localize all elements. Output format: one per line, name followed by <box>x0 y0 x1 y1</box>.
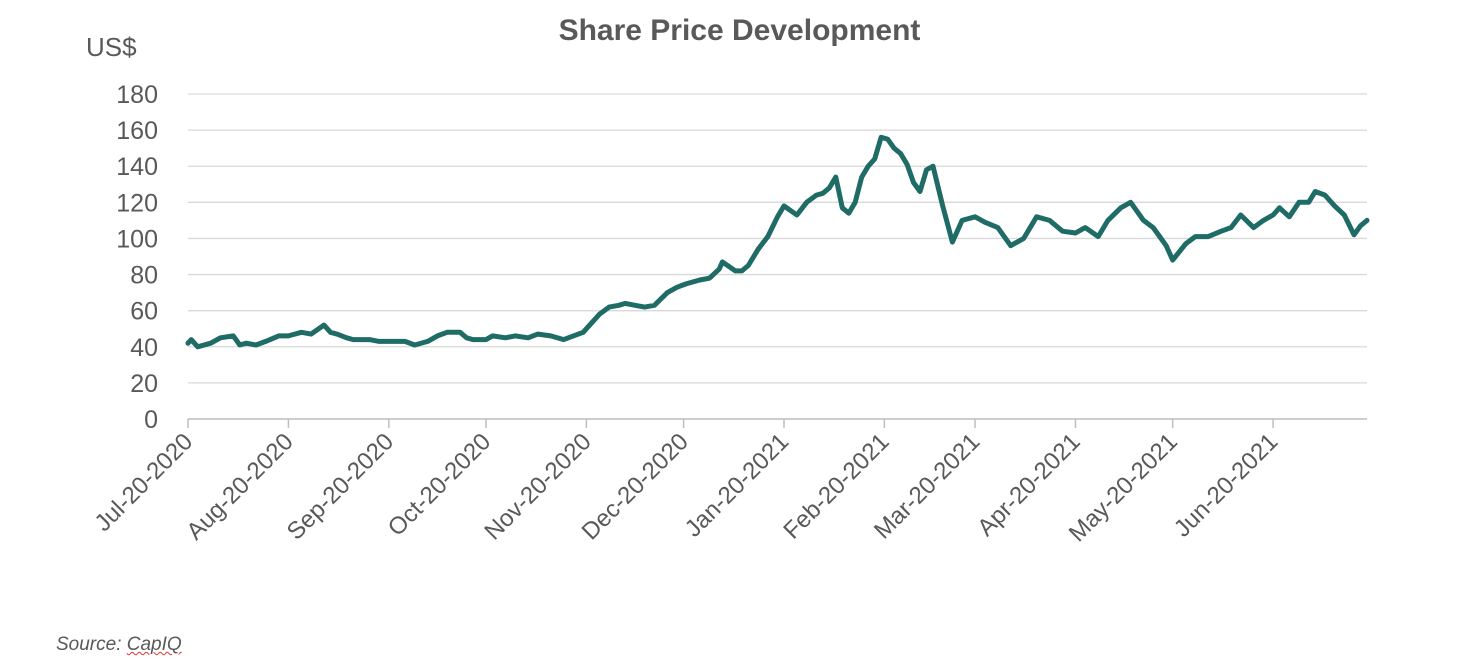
source-note: Source: CapIQ <box>56 634 182 656</box>
y-tick-label: 40 <box>130 334 158 362</box>
y-tick-label: 160 <box>116 117 158 145</box>
x-tick-label: Jul-20-2020 <box>90 428 199 537</box>
y-tick-label: 180 <box>116 81 158 109</box>
x-tick-label: Oct-20-2020 <box>383 428 496 541</box>
y-tick-label: 20 <box>130 370 158 398</box>
y-tick-label: 140 <box>116 153 158 181</box>
y-axis-label: US$ <box>86 32 137 62</box>
source-name: CapIQ <box>126 634 182 655</box>
y-tick-label: 100 <box>116 225 158 253</box>
source-prefix: Source: <box>56 634 127 655</box>
x-tick-label: Aug-20-2020 <box>181 428 298 545</box>
y-tick-label: 80 <box>130 262 158 290</box>
y-tick-label: 0 <box>144 406 158 434</box>
y-tick-label: 60 <box>130 298 158 326</box>
share-price-line <box>185 134 1370 350</box>
x-tick-label: Jun-20-2021 <box>1169 428 1283 542</box>
y-tick-label: 120 <box>116 189 158 217</box>
chart-title: Share Price Development <box>558 14 921 47</box>
x-tick-label: Sep-20-2020 <box>282 428 399 545</box>
